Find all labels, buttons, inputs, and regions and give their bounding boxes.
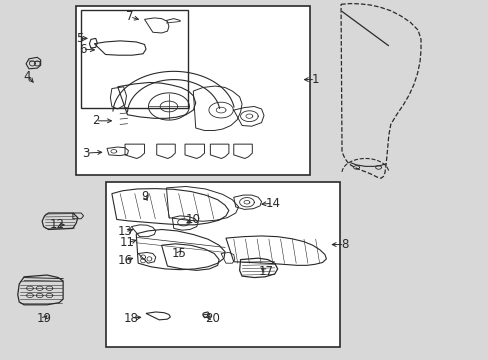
- Text: 9: 9: [141, 190, 148, 203]
- Text: 16: 16: [117, 254, 132, 267]
- Text: 12: 12: [49, 218, 64, 231]
- Bar: [105, 182, 339, 347]
- Bar: [76, 6, 310, 175]
- Text: 13: 13: [117, 225, 132, 238]
- Text: 3: 3: [82, 147, 89, 159]
- Text: 5: 5: [76, 32, 83, 45]
- Text: 8: 8: [340, 238, 347, 251]
- Text: 7: 7: [126, 10, 133, 23]
- Text: 17: 17: [259, 265, 273, 278]
- Text: 18: 18: [123, 311, 139, 325]
- Text: 19: 19: [37, 311, 52, 325]
- Bar: [81, 10, 188, 108]
- Text: 15: 15: [171, 247, 186, 260]
- Text: 20: 20: [205, 311, 220, 325]
- Text: 10: 10: [185, 213, 201, 226]
- Text: 1: 1: [311, 73, 318, 86]
- Text: 6: 6: [79, 42, 86, 55]
- Text: 14: 14: [264, 197, 280, 210]
- Text: 11: 11: [120, 236, 135, 249]
- Text: 4: 4: [24, 69, 31, 82]
- Text: 2: 2: [92, 114, 100, 127]
